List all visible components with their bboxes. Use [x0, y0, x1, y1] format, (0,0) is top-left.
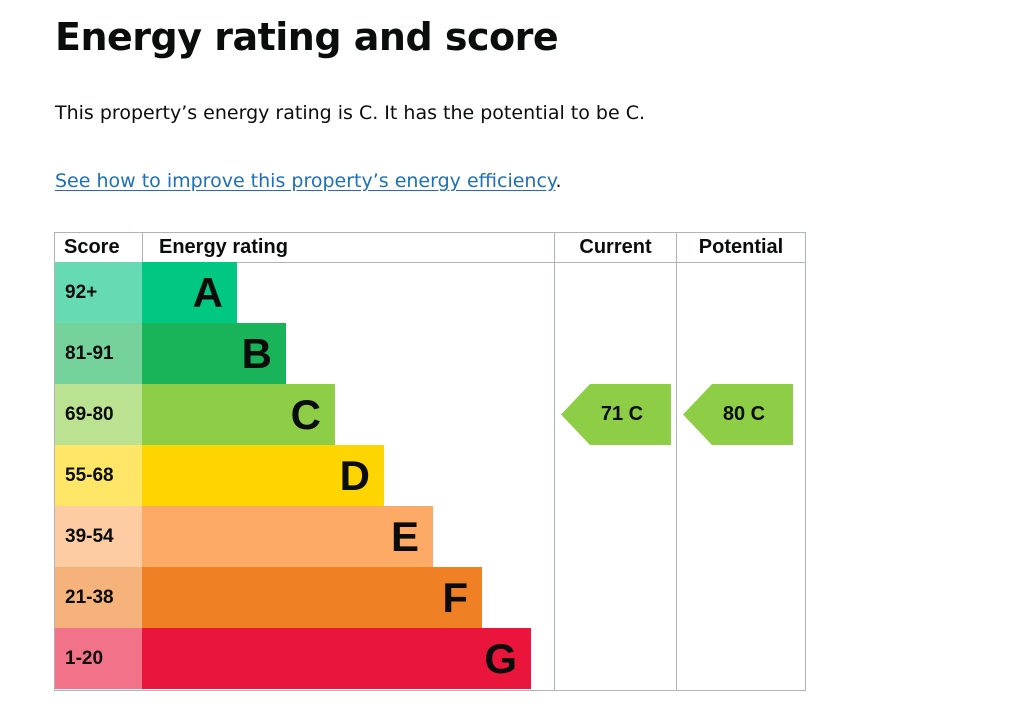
header-energy-rating: Energy rating: [159, 236, 288, 258]
table-border-bottom: [54, 690, 806, 691]
score-range-c: 69-80: [55, 384, 142, 445]
header-divider: [54, 262, 806, 263]
potential-arrow-shape: [683, 384, 793, 445]
current-arrow-shape: [561, 384, 671, 445]
score-range-e: 39-54: [55, 506, 142, 567]
improve-efficiency-link[interactable]: See how to improve this property’s energ…: [55, 170, 556, 192]
score-range-d: 55-68: [55, 445, 142, 506]
table-border-right: [805, 232, 806, 691]
score-range-b: 81-91: [55, 323, 142, 384]
current-rating-arrow: 71 C: [561, 384, 671, 445]
rating-bar-g: G: [142, 628, 531, 689]
rating-bar-c: C: [142, 384, 335, 445]
link-suffix: .: [555, 170, 562, 192]
rating-summary: This property’s energy rating is C. It h…: [55, 102, 646, 124]
score-range-g: 1-20: [55, 628, 142, 689]
header-score: Score: [64, 236, 120, 258]
table-border-top: [54, 232, 806, 233]
score-column-divider: [142, 232, 143, 263]
potential-rating-label: 80 C: [722, 403, 766, 425]
header-current: Current: [579, 236, 652, 258]
rating-bar-e: E: [142, 506, 433, 567]
header-potential: Potential: [698, 236, 784, 258]
improve-link-line: See how to improve this property’s energ…: [55, 168, 562, 194]
table-border-left: [54, 232, 55, 691]
rating-bar-a: A: [142, 262, 237, 323]
rating-bar-f: F: [142, 567, 482, 628]
energy-rating-table: Score Energy rating Current Potential 92…: [54, 232, 806, 691]
rating-bar-b: B: [142, 323, 286, 384]
score-range-a: 92+: [55, 262, 142, 323]
current-rating-label: 71 C: [600, 403, 644, 425]
potential-column-divider: [676, 232, 677, 691]
score-range-f: 21-38: [55, 567, 142, 628]
rating-bar-d: D: [142, 445, 384, 506]
page-title: Energy rating and score: [55, 15, 559, 59]
current-column-divider: [554, 232, 555, 691]
potential-rating-arrow: 80 C: [683, 384, 793, 445]
